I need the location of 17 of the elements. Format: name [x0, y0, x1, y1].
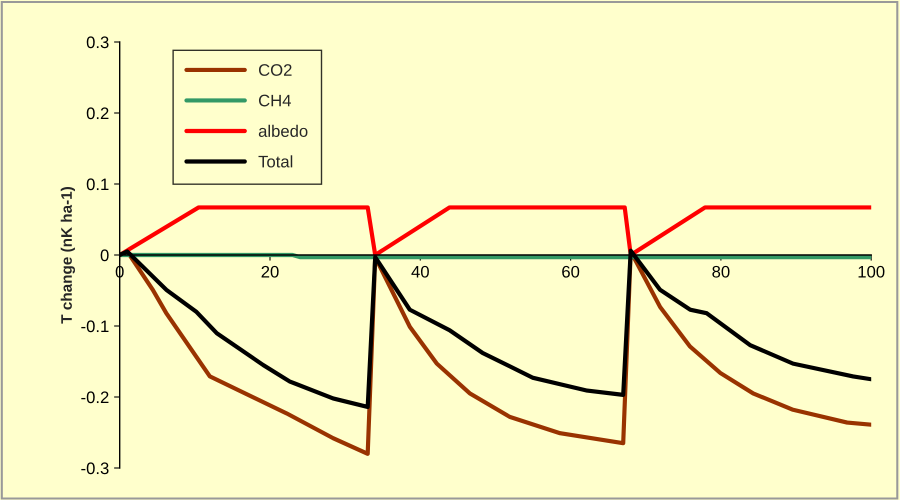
- y-axis-title: T change (nK ha-1): [60, 187, 76, 324]
- x-tick-label: 60: [562, 266, 580, 278]
- y-tick-label: -0.1: [81, 320, 108, 332]
- x-tick-label: 20: [262, 266, 279, 278]
- legend-label: CO2: [258, 64, 292, 76]
- y-tick-label: -0.3: [81, 462, 109, 474]
- legend-label: albedo: [258, 124, 308, 137]
- y-tick-label: 0: [100, 249, 109, 262]
- x-tick-label: 80: [712, 266, 730, 278]
- legend-label: Total: [258, 155, 292, 168]
- y-tick-label: 0.3: [86, 36, 109, 48]
- y-tick-label: -0.2: [81, 391, 108, 404]
- y-tick-label: 0.2: [86, 107, 108, 120]
- x-tick-label: 40: [411, 266, 429, 278]
- legend-label: CH4: [258, 94, 291, 106]
- y-tick-label: 0.1: [86, 178, 108, 190]
- x-tick-label: 100: [858, 266, 884, 278]
